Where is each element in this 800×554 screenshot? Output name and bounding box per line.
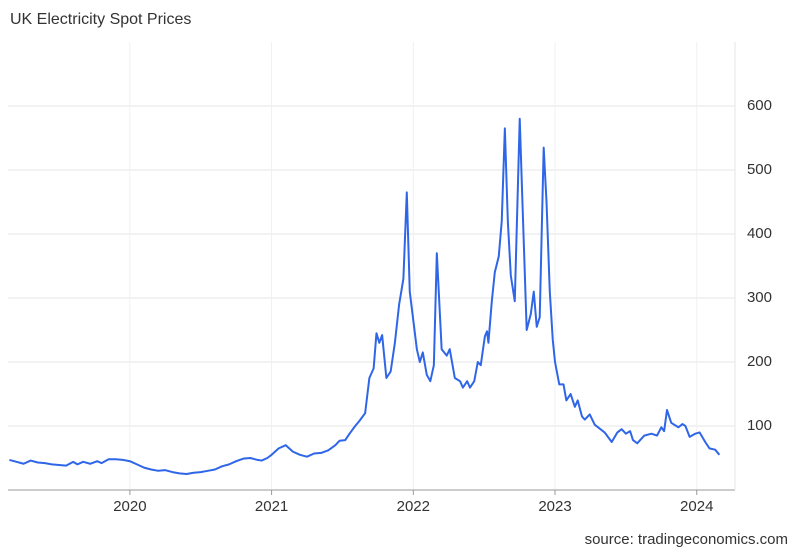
x-tick-label: 2020 — [113, 498, 146, 515]
y-tick-label: 400 — [747, 225, 772, 242]
chart-title: UK Electricity Spot Prices — [10, 11, 191, 28]
x-tick-label: 2022 — [397, 498, 430, 515]
x-tick-label: 2024 — [680, 498, 713, 515]
y-tick-label: 300 — [747, 289, 772, 306]
y-tick-label: 200 — [747, 353, 772, 370]
x-tick-label: 2021 — [255, 498, 288, 515]
source: source: tradingeconomics.com — [585, 531, 788, 548]
y-tick-label: 500 — [747, 161, 772, 178]
data-line — [9, 117, 721, 475]
y-tick-label: 100 — [747, 417, 772, 434]
x-tick-label: 2023 — [538, 498, 571, 515]
y-tick-label: 600 — [747, 97, 772, 114]
